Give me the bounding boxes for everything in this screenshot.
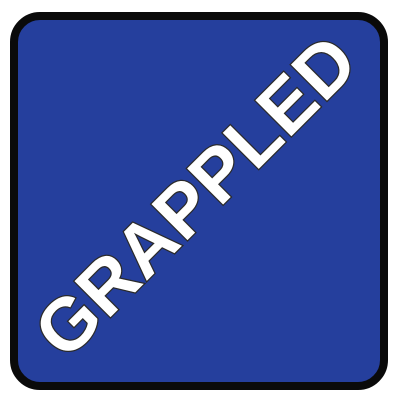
status-badge — [10, 12, 388, 390]
